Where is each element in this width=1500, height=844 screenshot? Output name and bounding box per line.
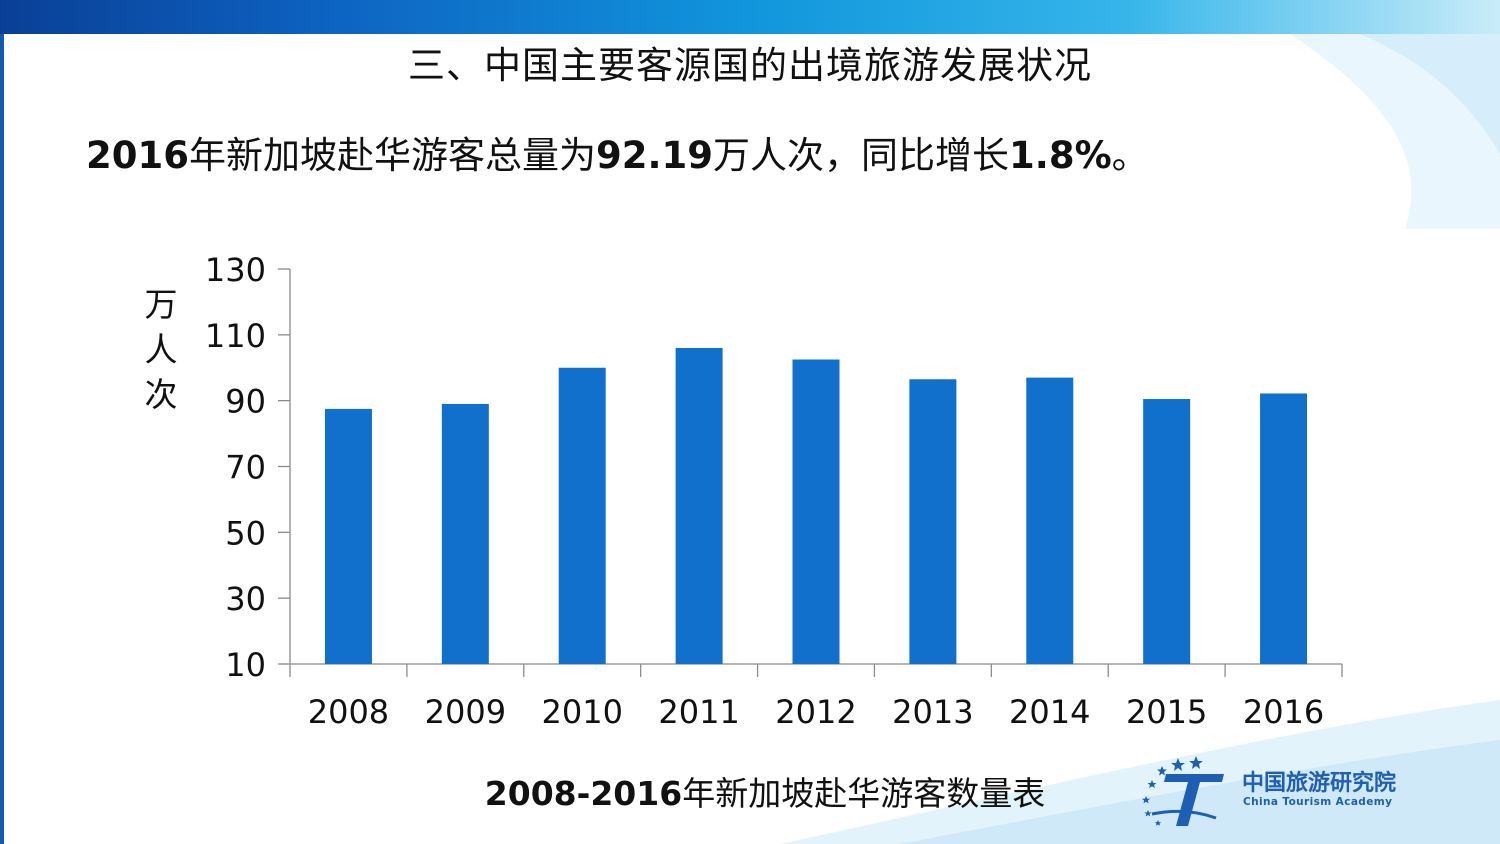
x-tick-label: 2013 [892, 693, 973, 731]
bar [324, 408, 372, 664]
y-tick-label: 30 [225, 580, 266, 618]
bar [909, 379, 957, 664]
bar [675, 348, 723, 664]
y-axis: 10 30 50 70 90 110 130 [205, 251, 291, 684]
y-tick-label: 10 [225, 646, 266, 684]
left-accent-rule [0, 34, 4, 844]
bar [558, 367, 606, 664]
y-tick-label: 90 [225, 383, 266, 421]
x-tick-label: 2010 [542, 693, 623, 731]
logo-name-en: China Tourism Academy [1243, 796, 1393, 808]
headline-growth: 1.8% [1009, 134, 1112, 177]
bar [441, 403, 489, 664]
bars [324, 348, 1308, 664]
decorative-swoosh-top [1290, 34, 1500, 229]
headline: 2016年新加坡赴华游客总量为92.19万人次，同比增长1.8%。 [86, 130, 1386, 182]
decorative-swoosh-bottom [780, 700, 1500, 844]
caption-years: 2008-2016 [484, 774, 683, 813]
x-tick-label: 2009 [425, 693, 506, 731]
y-tick-label: 50 [225, 514, 266, 552]
x-tick-label: 2012 [775, 693, 856, 731]
bar [1026, 377, 1074, 664]
y-tick-label: 70 [225, 449, 266, 487]
chart-caption: 2008-2016年新加坡赴华游客数量表 [0, 768, 1500, 820]
headline-total: 92.19 [595, 134, 714, 177]
caption-text: 年新加坡赴华游客数量表 [682, 774, 1046, 813]
x-tick-label: 2008 [308, 693, 389, 731]
headline-text-2: 万人次，同比增长 [713, 134, 1010, 177]
logo-name-cn: 中国旅游研究院 [1242, 771, 1397, 796]
headline-text-1: 年新加坡赴华游客总量为 [188, 134, 596, 177]
headline-year: 2016 [86, 134, 189, 177]
x-tick-label: 2015 [1126, 693, 1207, 731]
x-tick-label: 2014 [1009, 693, 1090, 731]
tourism-academy-logo-icon [1142, 756, 1224, 826]
x-tick-label: 2016 [1243, 693, 1324, 731]
y-tick-label: 110 [205, 317, 266, 355]
y-axis-label: 万人次 [144, 285, 178, 414]
slide-title: 三、中国主要客源国的出境旅游发展状况 [408, 44, 1092, 87]
headline-text-3: 。 [1111, 134, 1149, 177]
bar [1143, 399, 1191, 664]
y-tick-label: 130 [205, 251, 266, 289]
cta-logo: 中国旅游研究院 China Tourism Academy [1132, 752, 1452, 832]
header-band [0, 0, 1500, 34]
x-tick-label: 2011 [658, 693, 739, 731]
x-axis: 2008 2009 2010 2011 2012 2013 2014 2015 2016 [289, 663, 1343, 731]
bar [1260, 393, 1308, 664]
bar [792, 359, 840, 664]
